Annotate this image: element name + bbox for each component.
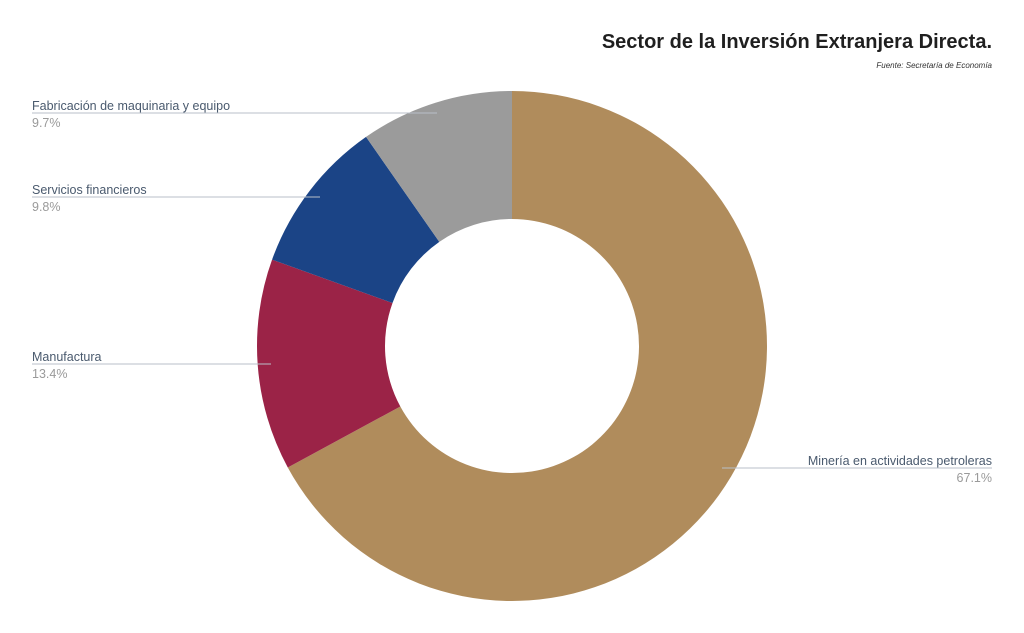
slice-value-2: 9.8% bbox=[32, 200, 61, 214]
slice-value-1: 13.4% bbox=[32, 367, 67, 381]
slice-value-3: 9.7% bbox=[32, 116, 61, 130]
slice-3 bbox=[366, 91, 512, 242]
slice-2 bbox=[272, 136, 440, 303]
slice-label-1: Manufactura bbox=[32, 350, 102, 364]
slice-label-2: Servicios financieros bbox=[32, 183, 147, 197]
slice-1 bbox=[257, 259, 401, 468]
slice-label-3: Fabricación de maquinaria y equipo bbox=[32, 99, 230, 113]
slice-label-0: Minería en actividades petroleras bbox=[808, 454, 992, 468]
slice-0 bbox=[287, 91, 768, 601]
slice-value-0: 67.1% bbox=[957, 471, 992, 485]
chart-title: Sector de la Inversión Extranjera Direct… bbox=[601, 31, 992, 53]
chart-source: Fuente: Secretaría de Economía bbox=[876, 61, 992, 70]
